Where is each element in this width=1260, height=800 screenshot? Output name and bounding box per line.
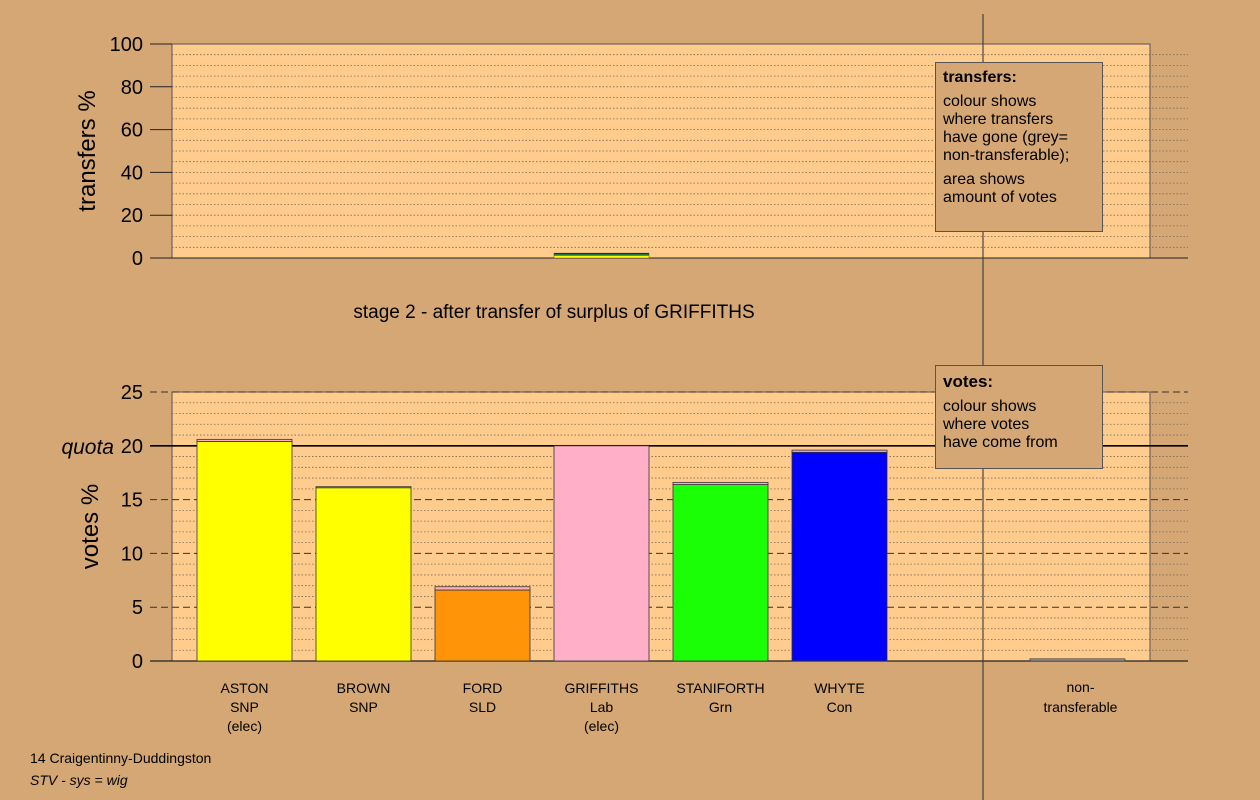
candidate-party-label: Con: [827, 699, 853, 715]
vote-bar: [434, 589, 531, 662]
transfers-y-tick-label: 20: [121, 205, 143, 227]
candidate-name-label: FORD: [463, 680, 503, 696]
candidate-party-label: Lab: [590, 699, 614, 715]
transfers-legend-title: transfers:: [943, 69, 1017, 86]
votes-y-axis-label: votes %: [77, 484, 104, 569]
vote-bar: [791, 451, 888, 662]
votes-y-tick-label: 20: [121, 436, 143, 458]
votes-y-tick-label: 25: [121, 382, 143, 404]
vote-bar: [196, 441, 293, 662]
votes-y-tick-label: 5: [132, 597, 143, 619]
votes-legend-line: where votes: [943, 416, 1030, 433]
quota-label: quota: [61, 436, 114, 459]
transfer-bar-segment: [553, 252, 650, 255]
vote-bar-transfer-segment: [315, 486, 412, 489]
transfers-legend-line: colour shows: [943, 93, 1037, 110]
transfers-legend-line: amount of votes: [943, 189, 1057, 206]
transfers-y-tick-label: 0: [132, 248, 143, 270]
transfers-legend-line: area shows: [943, 171, 1025, 188]
transfers-y-tick-label: 40: [121, 162, 143, 184]
candidate-status-label: (elec): [584, 718, 619, 734]
transfer-bar-segment: [553, 255, 650, 259]
vote-bar: [672, 484, 769, 662]
candidate-name-label: BROWN: [337, 680, 391, 696]
vote-bar: [553, 445, 650, 662]
transfers-y-tick-label: 100: [110, 34, 143, 56]
transfers-y-tick-label: 80: [121, 77, 143, 99]
votes-y-tick-label: 15: [121, 490, 143, 512]
votes-legend-title: votes:: [943, 372, 994, 391]
candidate-party-label: SNP: [349, 699, 378, 715]
vote-bar-transfer-segment: [672, 481, 769, 485]
stage-title: stage 2 - after transfer of surplus of G…: [353, 302, 754, 323]
candidate-status-label: (elec): [227, 718, 262, 734]
candidate-name-label: GRIFFITHS: [565, 680, 639, 696]
votes-legend-line: colour shows: [943, 398, 1037, 415]
transfers-legend-line: have gone (grey=: [943, 129, 1068, 146]
candidate-name-label: WHYTE: [814, 680, 865, 696]
candidate-name-label: STANIFORTH: [676, 680, 764, 696]
votes-legend-line: have come from: [943, 434, 1058, 451]
transfers-y-axis-label: transfers %: [74, 90, 101, 211]
vote-bar: [315, 487, 412, 662]
constituency-label: 14 Craigentinny-Duddingston: [30, 750, 212, 766]
nontransferable-label: transferable: [1044, 699, 1118, 715]
transfers-legend-box: transfers: colour shows where transfers …: [935, 62, 1103, 232]
nontransferable-label: non-: [1066, 679, 1094, 695]
candidate-party-label: SLD: [469, 699, 496, 715]
system-label: STV - sys = wig: [30, 772, 128, 788]
votes-y-tick-label: 10: [121, 543, 143, 565]
vote-bar-transfer-segment: [196, 438, 293, 442]
votes-legend-box: votes: colour shows where votes have com…: [935, 365, 1103, 469]
transfers-legend-line: non-transferable);: [943, 147, 1070, 164]
transfers-legend-line: where transfers: [943, 111, 1054, 128]
candidate-party-label: SNP: [230, 699, 259, 715]
candidate-name-label: ASTON: [221, 680, 269, 696]
vote-bar-transfer-segment: [434, 586, 531, 591]
vote-bar-transfer-segment: [791, 449, 888, 453]
nontransferable-bar: [1029, 658, 1126, 662]
transfers-y-tick-label: 60: [121, 120, 143, 142]
votes-y-tick-label: 0: [132, 651, 143, 673]
candidate-party-label: Grn: [709, 699, 732, 715]
